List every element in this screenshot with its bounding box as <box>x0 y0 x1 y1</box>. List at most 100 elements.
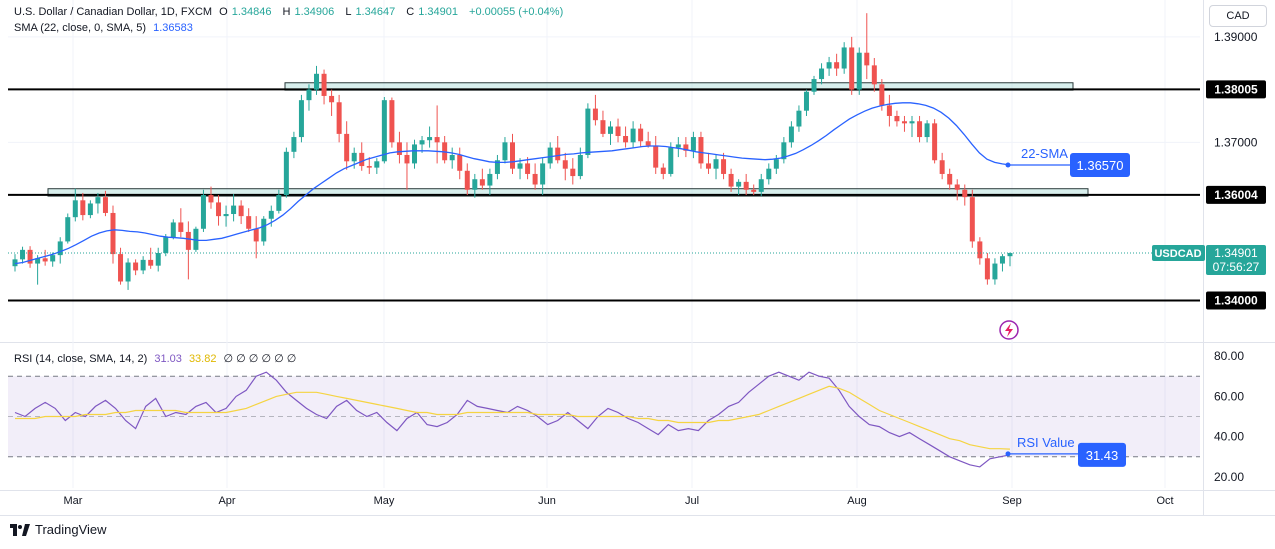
candle-body <box>193 228 199 250</box>
candle-body <box>419 140 425 145</box>
candle-body <box>434 137 440 143</box>
candle-body <box>969 197 975 242</box>
price-tick-label: 1.37000 <box>1214 135 1258 149</box>
sma-annotation-box <box>1070 152 1130 177</box>
candle-body <box>811 79 817 92</box>
ohlc-open: O 1.34846 <box>219 6 272 18</box>
candle-body <box>901 121 907 124</box>
x-tick-label: Oct <box>1156 495 1173 507</box>
currency-button[interactable]: CAD <box>1209 5 1267 27</box>
candle-body <box>630 128 636 143</box>
candle-body <box>638 128 644 142</box>
candle-body <box>246 216 252 229</box>
candle-body <box>479 179 485 186</box>
candle-body <box>298 100 304 138</box>
candle-body <box>525 163 531 174</box>
candle-body <box>118 254 124 282</box>
candle-body <box>592 108 598 121</box>
candle-body <box>366 166 372 168</box>
candle-body <box>939 160 945 174</box>
rsi-extras: ∅ ∅ ∅ ∅ ∅ ∅ <box>223 353 297 365</box>
candle-body <box>834 62 840 69</box>
candle-body <box>947 173 953 185</box>
candle-body <box>253 228 259 242</box>
price-level-tag-text: 1.36004 <box>1214 188 1258 202</box>
candle-body <box>20 249 26 260</box>
tradingview-logo[interactable]: TradingView <box>10 522 107 537</box>
candle-body <box>427 137 433 141</box>
sma-label: SMA (22, close, 0, SMA, 5) <box>14 22 147 34</box>
candle-body <box>155 253 161 266</box>
candle-body <box>216 202 222 217</box>
candle-body <box>457 154 463 171</box>
candle-body <box>698 137 704 164</box>
rsi-label: RSI (14, close, SMA, 14, 2) <box>14 353 148 365</box>
rsi-ma-value: 33.82 <box>188 353 217 365</box>
candle-body <box>72 200 78 218</box>
candle-body <box>223 214 229 217</box>
x-tick-label: Jul <box>685 495 699 507</box>
candle-body <box>864 52 870 66</box>
candle-body <box>962 189 968 198</box>
candle-body <box>374 161 380 168</box>
rsi-annotation-box <box>1078 442 1126 467</box>
candle-body <box>329 95 335 103</box>
price-zone <box>47 188 1089 197</box>
x-tick-label: Apr <box>218 495 235 507</box>
rsi-legend[interactable]: RSI (14, close, SMA, 14, 2) 31.03 33.82 … <box>14 352 300 365</box>
candle-body <box>35 258 41 264</box>
candle-body <box>600 120 606 134</box>
candle-body <box>268 210 274 219</box>
candle-body <box>396 142 402 155</box>
candle-body <box>977 241 983 259</box>
candle-body <box>95 197 101 204</box>
candle-body <box>87 203 93 216</box>
candle-body <box>570 168 576 177</box>
candle-body <box>615 126 621 136</box>
rsi-line <box>14 371 1011 468</box>
price-tick-label: 1.39000 <box>1214 30 1258 44</box>
rsi-tick-label: 80.00 <box>1214 349 1244 363</box>
candle-body <box>359 152 365 167</box>
candle-body <box>125 262 131 282</box>
candle-body <box>841 47 847 69</box>
candle-body <box>102 197 108 213</box>
candle-body <box>803 91 809 111</box>
candle-body <box>932 123 938 161</box>
x-tick-label: May <box>374 495 395 507</box>
candle-body <box>464 170 470 190</box>
candle-body <box>261 218 267 242</box>
candle-body <box>502 142 508 161</box>
candle-body <box>766 168 772 180</box>
current-price-tag <box>1206 244 1266 275</box>
candle-body <box>999 256 1005 264</box>
candle-body <box>231 205 237 215</box>
candle-body <box>140 259 146 271</box>
x-tick-label: Aug <box>847 495 867 507</box>
ohlc-close: C 1.34901 <box>406 6 458 18</box>
candle-body <box>336 102 342 134</box>
candle-body <box>577 154 583 177</box>
candle-body <box>208 195 214 203</box>
candle-body <box>607 126 613 134</box>
symbol-tag-text: USDCAD <box>1154 248 1201 260</box>
rsi-tick-label: 40.00 <box>1214 430 1244 444</box>
ohlc-low: L 1.34647 <box>345 6 396 18</box>
candle-body <box>283 151 289 196</box>
candle-body <box>984 258 990 280</box>
sma-legend[interactable]: SMA (22, close, 0, SMA, 5) 1.36583 <box>14 22 197 34</box>
candle-body <box>909 121 915 124</box>
x-tick-label: Sep <box>1002 495 1022 507</box>
candle-body <box>668 147 674 174</box>
candle-body <box>954 184 960 190</box>
candle-body <box>721 159 727 174</box>
candle-body <box>713 159 719 169</box>
candle-body <box>50 255 56 262</box>
candle-body <box>781 142 787 160</box>
rsi-tick-label: 20.00 <box>1214 470 1244 484</box>
candle-body <box>42 258 48 262</box>
candle-body <box>675 144 681 148</box>
candle-body <box>163 237 169 254</box>
